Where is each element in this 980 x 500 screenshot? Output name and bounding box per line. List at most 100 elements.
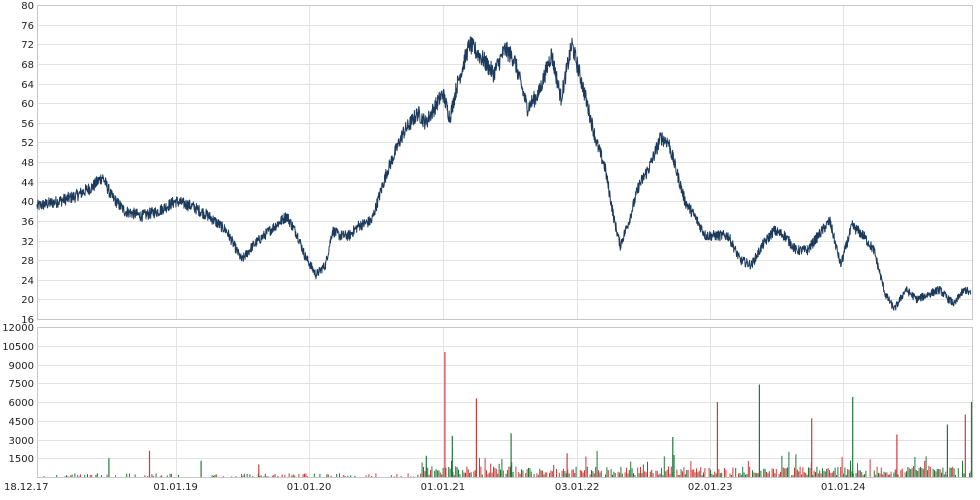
volume-bar: [715, 473, 717, 477]
volume-bar: [600, 470, 602, 477]
volume-y-tick-label: 9000: [9, 361, 34, 372]
volume-bar: [453, 474, 455, 477]
volume-bar: [922, 468, 924, 477]
volume-bar: [887, 474, 889, 477]
volume-bar: [582, 472, 584, 477]
volume-bar: [610, 469, 612, 477]
volume-bar: [771, 468, 773, 477]
volume-bar: [302, 474, 304, 477]
volume-bar: [466, 466, 468, 477]
volume-bar: [794, 467, 795, 477]
volume-bar: [833, 470, 835, 477]
volume-bar: [442, 467, 444, 477]
volume-bar: [886, 472, 888, 477]
volume-bar: [291, 475, 293, 477]
volume-bar: [368, 474, 370, 477]
volume-spike-bar: [108, 458, 110, 478]
volume-bar: [669, 473, 671, 477]
volume-bar: [676, 469, 678, 477]
volume-bar: [652, 473, 654, 477]
volume-spike-bar: [964, 414, 966, 477]
volume-bar: [330, 475, 332, 477]
volume-bar: [932, 468, 934, 477]
volume-bar: [64, 476, 66, 477]
volume-bar: [77, 475, 79, 477]
volume-bar: [500, 469, 501, 477]
volume-bar: [542, 470, 543, 477]
volume-bar: [467, 469, 469, 477]
volume-bar: [271, 475, 273, 477]
volume-spike-bar: [425, 455, 427, 478]
volume-bar: [740, 474, 742, 477]
volume-bar: [768, 471, 770, 477]
volume-bar: [70, 475, 72, 477]
volume-bar: [298, 473, 300, 477]
volume-bar: [612, 474, 613, 477]
volume-bar: [815, 472, 816, 477]
volume-bar: [663, 456, 665, 477]
volume-bar: [920, 466, 921, 477]
volume-bar: [928, 465, 930, 477]
volume-bar: [242, 475, 244, 477]
volume-bar: [910, 469, 912, 477]
volume-bar: [277, 476, 279, 477]
volume-bar: [647, 461, 648, 477]
volume-bar: [288, 473, 290, 477]
volume-bar: [313, 473, 315, 477]
volume-bar: [876, 466, 878, 477]
volume-bar: [864, 474, 865, 477]
volume-bar: [231, 476, 233, 477]
volume-bar: [693, 469, 695, 477]
volume-bar: [694, 472, 696, 477]
volume-bar: [742, 466, 744, 477]
volume-bar: [830, 473, 832, 477]
volume-bar: [584, 470, 585, 477]
volume-bar: [596, 450, 598, 477]
volume-bar: [957, 468, 959, 477]
volume-bar: [572, 469, 574, 477]
volume-bar: [638, 473, 640, 477]
volume-bar: [782, 467, 784, 477]
volume-bar: [473, 471, 475, 477]
volume-bar: [561, 470, 563, 477]
volume-bar: [215, 474, 217, 477]
volume-bar: [855, 473, 857, 477]
volume-bar: [585, 456, 587, 477]
volume-bar: [260, 475, 262, 477]
volume-bar: [927, 470, 928, 477]
volume-bar: [626, 467, 627, 477]
volume-bar: [400, 476, 402, 477]
volume-bar: [627, 473, 629, 477]
volume-bar: [683, 467, 685, 477]
volume-bar: [949, 467, 951, 477]
volume-spike-bar: [510, 433, 512, 478]
volume-bar: [491, 472, 493, 477]
volume-bar: [885, 472, 886, 477]
volume-bar: [390, 475, 392, 477]
volume-bar: [721, 472, 723, 477]
volume-bar: [764, 468, 766, 477]
volume-bar: [509, 466, 511, 477]
volume-bar: [528, 467, 529, 477]
volume-bar: [544, 472, 546, 477]
volume-bar: [420, 473, 422, 477]
volume-bar: [549, 472, 550, 477]
volume-bar: [897, 474, 899, 477]
volume-bar: [738, 473, 739, 477]
volume-bar: [505, 473, 507, 477]
volume-bar: [746, 474, 748, 477]
volume-bar: [87, 474, 88, 477]
volume-bar: [697, 472, 699, 477]
volume-bar: [848, 469, 850, 477]
volume-bar: [449, 468, 451, 477]
volume-bar: [704, 468, 706, 477]
volume-bar: [211, 475, 213, 477]
volume-bar: [708, 467, 710, 477]
volume-bar: [879, 473, 881, 477]
volume-spike-bar: [566, 453, 568, 478]
volume-bar: [598, 470, 599, 477]
volume-bar: [850, 460, 851, 477]
price-y-tick-label: 24: [21, 276, 34, 287]
volume-bar: [763, 468, 765, 477]
volume-bar: [915, 469, 917, 477]
